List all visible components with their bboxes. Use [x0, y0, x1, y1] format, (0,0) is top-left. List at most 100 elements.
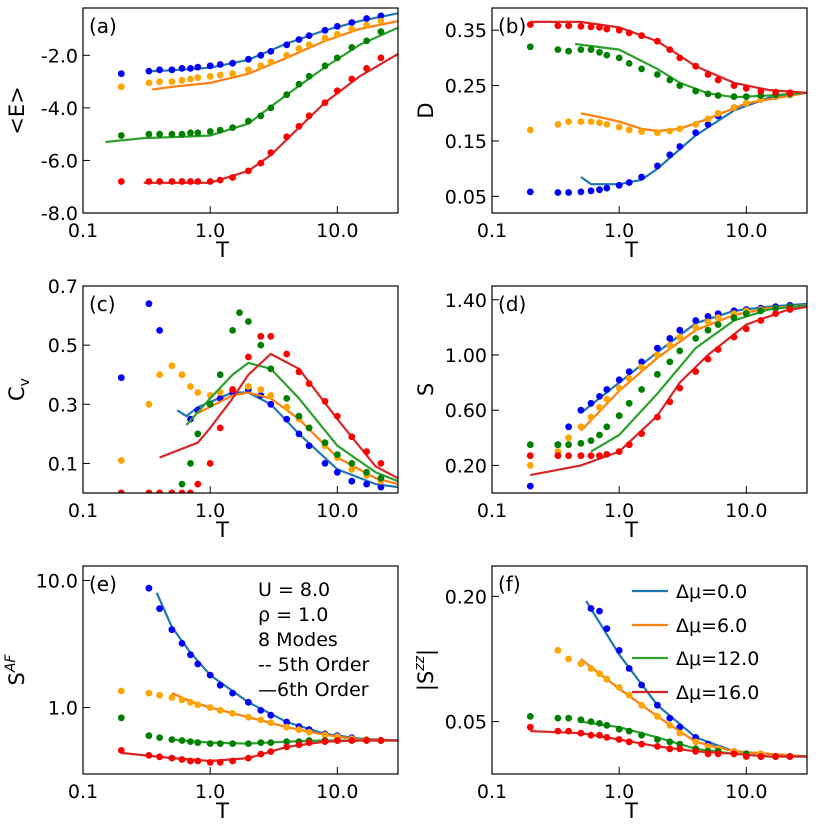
data-point — [348, 465, 356, 473]
data-point — [638, 681, 645, 689]
data-point — [156, 178, 164, 185]
data-point — [603, 734, 611, 741]
data-point — [692, 324, 700, 331]
data-point — [638, 386, 645, 393]
data-point — [117, 178, 125, 185]
data-point — [305, 739, 313, 746]
data-point — [229, 70, 237, 78]
series-0 — [526, 91, 807, 196]
y-tick-label: -4.0 — [41, 98, 78, 120]
data-point — [603, 451, 611, 458]
data-point — [178, 756, 186, 763]
series-2 — [526, 42, 807, 100]
series-1 — [117, 17, 398, 91]
data-point — [267, 719, 275, 727]
data-point — [168, 178, 176, 185]
data-point — [178, 696, 186, 704]
data-point — [283, 738, 291, 745]
data-point — [654, 701, 661, 709]
fit-line-6th-order — [590, 304, 807, 453]
data-point — [742, 325, 750, 333]
plot-frame — [491, 285, 808, 494]
data-point — [730, 750, 738, 758]
data-point — [305, 442, 313, 450]
data-point — [625, 368, 633, 375]
y-tick-label: 1.00 — [445, 345, 487, 367]
data-point — [363, 15, 370, 22]
data-point — [577, 406, 585, 414]
data-point — [565, 441, 572, 449]
data-point — [145, 79, 153, 87]
data-point — [596, 670, 603, 678]
data-point — [377, 474, 385, 482]
data-point — [615, 26, 623, 34]
data-point — [625, 738, 633, 746]
data-point — [654, 413, 661, 421]
data-point — [178, 480, 186, 488]
fit-line-6th-order — [185, 361, 398, 483]
data-point — [730, 93, 738, 100]
data-point — [267, 711, 275, 719]
data-point — [333, 87, 341, 95]
data-point — [666, 745, 674, 753]
data-point — [236, 309, 243, 316]
data-point — [295, 368, 303, 376]
fit-line-6th-order — [159, 352, 398, 480]
panel-label: (f) — [498, 572, 521, 596]
data-point — [377, 17, 385, 25]
data-point — [295, 122, 303, 130]
data-point — [704, 326, 712, 334]
data-point — [565, 22, 572, 30]
data-point — [305, 112, 313, 120]
data-point — [187, 75, 194, 83]
data-point — [772, 88, 779, 96]
data-point — [377, 483, 385, 491]
data-point — [587, 23, 595, 31]
data-point — [117, 70, 125, 78]
data-point — [178, 76, 186, 84]
series-3 — [117, 53, 398, 185]
data-point — [229, 386, 237, 393]
data-point — [145, 732, 153, 740]
data-point — [615, 684, 623, 691]
annotation-modes: 8 Modes — [258, 629, 338, 651]
data-point — [554, 714, 562, 722]
data-point — [156, 327, 164, 334]
panel-label: (b) — [498, 14, 526, 38]
x-tick-label: 0.1 — [477, 220, 507, 242]
data-point — [587, 665, 595, 672]
data-point — [206, 460, 214, 467]
x-tick-label: 10.0 — [725, 220, 767, 242]
data-point — [187, 489, 194, 493]
data-point — [178, 737, 186, 744]
panel-b: 0.1 1.0 10.0 0.05 0.15 0.25 0.35 (b) T D — [414, 7, 808, 262]
data-point — [714, 346, 722, 353]
data-point — [526, 482, 534, 490]
data-point — [348, 460, 356, 467]
data-point — [565, 118, 572, 125]
x-tick-label: 10.0 — [725, 781, 767, 803]
data-point — [283, 51, 291, 59]
data-point — [676, 326, 684, 334]
data-point — [714, 750, 722, 758]
data-point — [654, 743, 661, 750]
data-point — [587, 437, 595, 444]
data-point — [587, 605, 595, 612]
data-point — [216, 71, 224, 79]
data-point — [577, 118, 585, 125]
data-point — [742, 753, 750, 760]
data-point — [704, 121, 712, 128]
data-point — [692, 121, 700, 128]
data-point — [638, 701, 645, 709]
data-point — [692, 368, 700, 375]
data-point — [206, 72, 214, 80]
x-tick-label: 10.0 — [316, 220, 358, 242]
data-point — [321, 439, 329, 447]
data-point — [625, 375, 633, 382]
data-point — [625, 727, 633, 735]
data-point — [654, 162, 661, 170]
data-point — [554, 46, 562, 53]
x-tick-label: 0.1 — [477, 500, 507, 522]
data-point — [117, 132, 125, 139]
data-point — [216, 681, 224, 689]
